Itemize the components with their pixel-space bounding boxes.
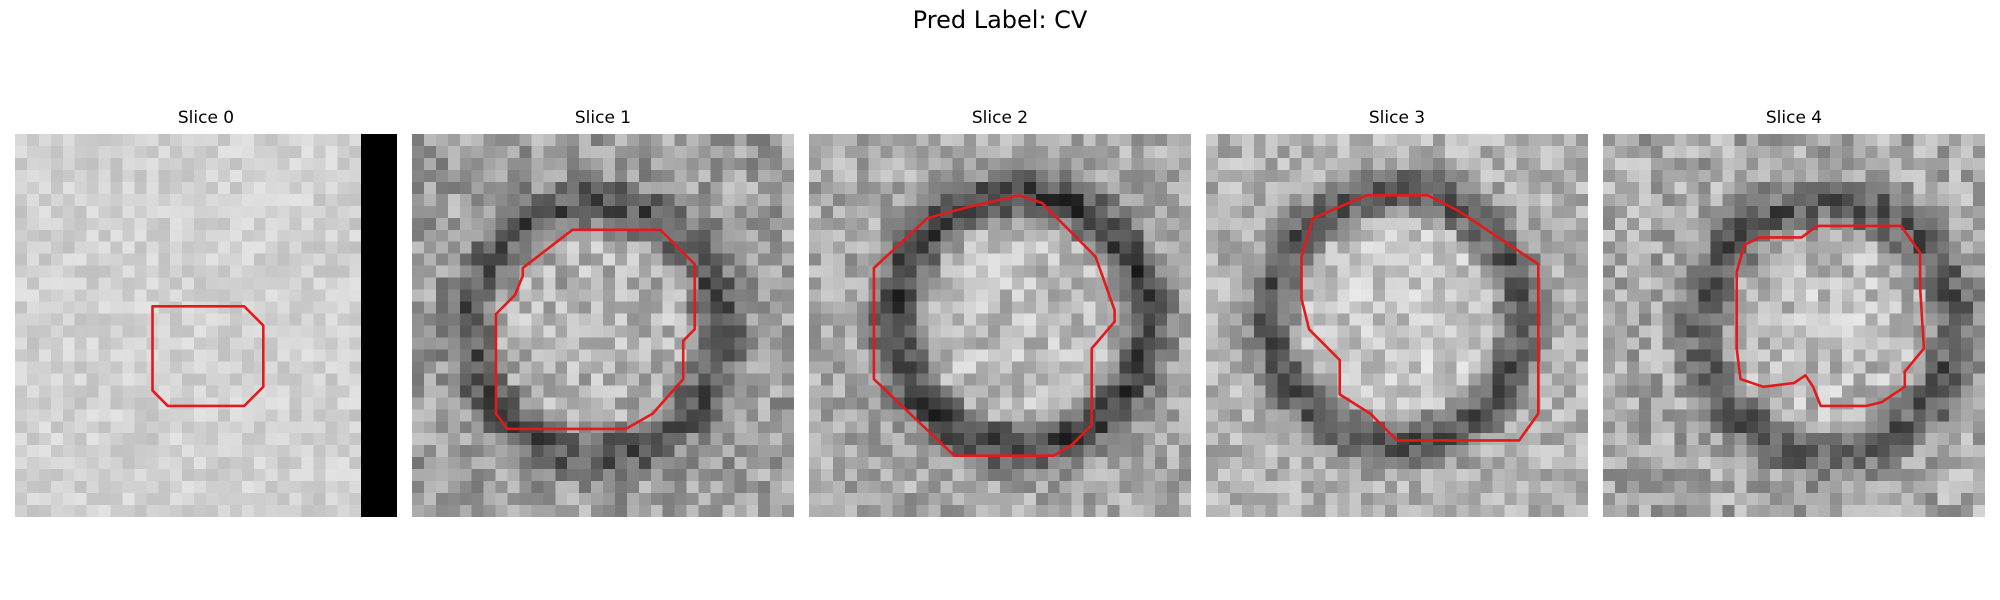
contour-outline (1300, 193, 1540, 442)
contour-outline (1735, 224, 1926, 408)
figure-title: Pred Label: CV (912, 6, 1088, 34)
slice-image-0 (15, 134, 397, 517)
panel-title-slice-3: Slice 3 (1368, 108, 1426, 128)
panel-title-slice-2: Slice 2 (971, 108, 1029, 128)
slice-image-4 (1603, 134, 1985, 517)
slice-image-1 (412, 134, 794, 517)
contour-outline (494, 228, 697, 431)
panel-title-slice-0: Slice 0 (177, 108, 235, 128)
contour-outline (872, 193, 1116, 458)
panel-title-slice-1: Slice 1 (574, 108, 632, 128)
panel-title-slice-4: Slice 4 (1765, 108, 1823, 128)
contour-outline (151, 305, 265, 408)
slice-image-3 (1206, 134, 1588, 517)
slice-image-2 (809, 134, 1191, 517)
